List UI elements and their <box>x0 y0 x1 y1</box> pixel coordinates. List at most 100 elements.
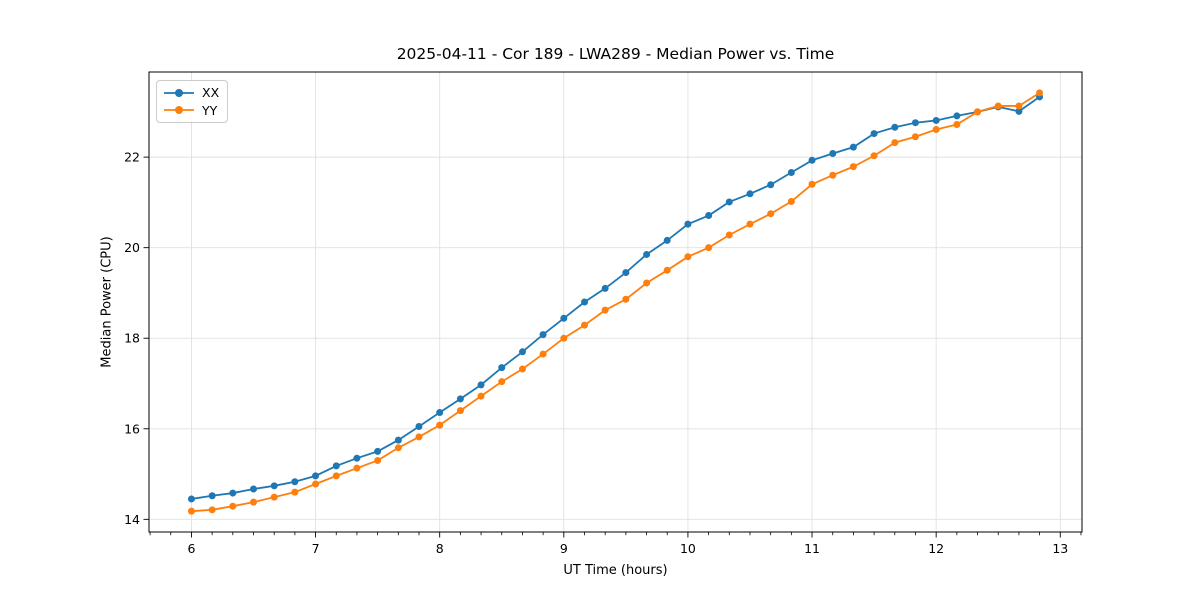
legend: XX YY <box>156 80 228 123</box>
x-tick-label: 8 <box>436 541 444 556</box>
x-tick-label: 11 <box>804 541 820 556</box>
x-tick-label: 9 <box>560 541 568 556</box>
data-point-YY <box>332 472 340 480</box>
x-tick-label: 6 <box>187 541 195 556</box>
data-point-XX <box>394 436 402 444</box>
data-point-YY <box>270 493 278 501</box>
data-point-XX <box>353 454 361 462</box>
data-point-YY <box>374 456 382 464</box>
data-point-YY <box>208 506 216 514</box>
x-tick-label: 13 <box>1052 541 1068 556</box>
legend-label-yy: YY <box>202 102 218 118</box>
data-point-YY <box>436 421 444 429</box>
data-point-YY <box>518 365 526 373</box>
data-point-YY <box>973 108 981 116</box>
data-point-YY <box>394 444 402 452</box>
x-tick-label: 10 <box>680 541 696 556</box>
data-point-XX <box>374 447 382 455</box>
legend-label-xx: XX <box>202 85 220 101</box>
x-tick-label: 7 <box>312 541 320 556</box>
data-point-YY <box>849 163 857 171</box>
x-tick-label: 12 <box>928 541 944 556</box>
gridlines <box>149 72 1082 532</box>
data-point-YY <box>312 480 320 488</box>
data-point-YY <box>787 197 795 205</box>
data-point-XX <box>436 408 444 416</box>
data-point-YY <box>870 152 878 160</box>
data-point-YY <box>581 321 589 329</box>
y-tick-label: 14 <box>124 512 140 527</box>
data-point-YY <box>560 334 568 342</box>
data-point-XX <box>787 169 795 177</box>
data-point-XX <box>746 190 754 198</box>
data-point-YY <box>601 306 609 314</box>
series-XX <box>187 93 1044 503</box>
data-point-XX <box>870 130 878 138</box>
data-point-XX <box>187 495 195 503</box>
data-point-XX <box>725 198 733 206</box>
data-point-YY <box>725 231 733 239</box>
data-point-XX <box>312 472 320 480</box>
series-YY <box>187 89 1044 515</box>
data-point-XX <box>477 381 485 389</box>
series-line-XX <box>191 96 1041 500</box>
data-point-YY <box>353 464 361 472</box>
data-point-YY <box>498 378 506 386</box>
tick-labels: 6 7 8 9 10 11 12 13 14 16 18 20 22 <box>124 150 1068 556</box>
data-point-XX <box>684 220 692 228</box>
data-point-XX <box>849 143 857 151</box>
data-point-XX <box>208 492 216 500</box>
data-point-YY <box>250 498 258 506</box>
data-point-XX <box>622 269 630 277</box>
data-point-XX <box>456 395 464 403</box>
data-point-YY <box>705 244 713 252</box>
legend-item-xx: XX <box>164 85 220 100</box>
data-point-YY <box>229 502 237 510</box>
data-point-XX <box>911 119 919 127</box>
data-point-YY <box>643 279 651 287</box>
data-point-XX <box>767 181 775 189</box>
data-point-XX <box>891 123 899 131</box>
data-point-XX <box>643 250 651 258</box>
plot-border <box>148 71 1083 533</box>
data-point-XX <box>1015 107 1023 115</box>
data-point-YY <box>911 133 919 141</box>
data-point-YY <box>891 139 899 147</box>
data-point-XX <box>250 485 258 493</box>
data-point-YY <box>622 295 630 303</box>
data-point-XX <box>953 112 961 120</box>
data-point-YY <box>994 102 1002 110</box>
data-point-XX <box>705 212 713 220</box>
data-point-YY <box>663 266 671 274</box>
y-axis-label: Median Power (CPU) <box>99 236 115 368</box>
legend-swatch-xx-icon <box>164 88 194 97</box>
data-point-XX <box>829 149 837 157</box>
data-point-XX <box>539 331 547 339</box>
data-point-XX <box>932 116 940 124</box>
axis-ticks <box>143 156 1061 538</box>
data-point-XX <box>518 348 526 356</box>
data-point-YY <box>477 392 485 400</box>
data-point-YY <box>415 433 423 441</box>
data-point-XX <box>581 298 589 306</box>
data-point-YY <box>684 253 692 261</box>
y-tick-label: 20 <box>124 240 140 255</box>
data-point-XX <box>270 482 278 490</box>
data-point-YY <box>932 126 940 133</box>
x-axis-label: UT Time (hours) <box>563 563 668 578</box>
data-point-YY <box>767 210 775 218</box>
y-tick-label: 22 <box>124 150 140 165</box>
data-point-YY <box>953 121 961 129</box>
y-tick-label: 18 <box>124 331 140 346</box>
legend-item-yy: YY <box>164 103 220 118</box>
data-point-YY <box>1036 89 1044 97</box>
data-point-YY <box>829 171 837 179</box>
data-point-XX <box>415 423 423 431</box>
data-point-XX <box>291 478 299 486</box>
data-point-XX <box>560 314 568 322</box>
data-point-XX <box>601 284 609 292</box>
data-point-YY <box>456 407 464 415</box>
data-point-YY <box>746 220 754 228</box>
